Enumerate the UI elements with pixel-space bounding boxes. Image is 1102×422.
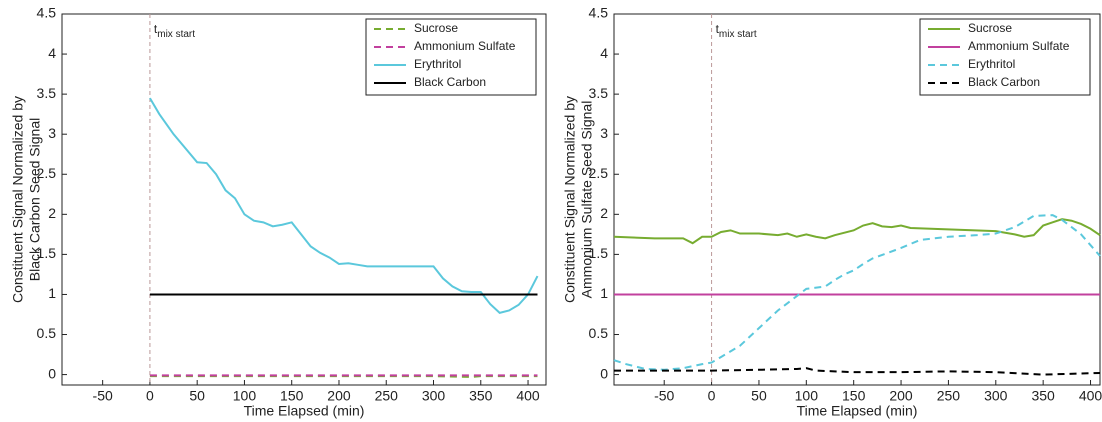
series-line — [149, 97, 539, 314]
x-tick-label: 0 — [708, 388, 716, 404]
x-tick-label: 150 — [842, 388, 866, 404]
x-tick-label: 200 — [889, 388, 913, 404]
legend-label: Sucrose — [968, 21, 1012, 35]
y-tick-label: 1.5 — [589, 245, 609, 261]
legend-box — [919, 18, 1091, 96]
y-tick-label: 3.5 — [37, 85, 57, 101]
x-tick-label: 150 — [280, 388, 304, 404]
y-tick-label: 0 — [600, 365, 608, 381]
y-axis-label: Ammonium Sulfate Seed Signal — [579, 101, 595, 299]
annotation-sub: mix start — [157, 29, 195, 40]
x-axis-label: Time Elapsed (min) — [797, 403, 918, 419]
y-axis-label: Black Carbon Seed Signal — [27, 118, 43, 281]
y-tick-label: 2 — [48, 205, 56, 221]
y-tick-label: 1.5 — [37, 245, 57, 261]
x-tick-label: 50 — [189, 388, 205, 404]
legend-label: Black Carbon — [968, 75, 1040, 89]
y-tick-label: 2.5 — [589, 165, 609, 181]
y-tick-label: 1 — [600, 285, 608, 301]
y-tick-label: 2.5 — [37, 165, 57, 181]
y-tick-label: 3 — [48, 125, 56, 141]
x-tick-label: -50 — [654, 388, 674, 404]
y-tick-label: 3 — [600, 125, 608, 141]
series-line — [614, 367, 1101, 376]
x-tick-label: 200 — [327, 388, 351, 404]
legend-label: Black Carbon — [414, 75, 486, 89]
y-axis-label: Constituent Signal Normalized by — [562, 96, 578, 303]
y-tick-label: 0 — [48, 365, 56, 381]
annotation-sub: mix start — [719, 29, 757, 40]
y-axis-label: Constituent Signal Normalized by — [10, 96, 26, 303]
x-tick-label: 350 — [469, 388, 493, 404]
legend-label: Ammonium Sulfate — [414, 39, 516, 53]
y-tick-label: 4 — [48, 45, 56, 61]
y-tick-label: 4 — [600, 45, 608, 61]
legend-label: Erythritol — [414, 57, 461, 71]
x-tick-label: 100 — [233, 388, 257, 404]
x-tick-label: -50 — [93, 388, 113, 404]
annotation-main: t — [154, 22, 158, 36]
x-tick-label: 250 — [375, 388, 399, 404]
y-tick-label: 4.5 — [589, 5, 609, 21]
legend-label: Erythritol — [968, 57, 1015, 71]
annotation-main: t — [716, 22, 720, 36]
x-tick-label: 300 — [422, 388, 446, 404]
series-line — [613, 218, 1101, 245]
legend-label: Ammonium Sulfate — [968, 39, 1070, 53]
series-line — [613, 214, 1101, 371]
legend-label: Sucrose — [414, 21, 458, 35]
annotation: tmix start — [716, 22, 757, 39]
x-axis-label: Time Elapsed (min) — [244, 403, 365, 419]
annotation: tmix start — [154, 22, 195, 39]
x-tick-label: 0 — [146, 388, 154, 404]
y-tick-label: 1 — [48, 285, 56, 301]
x-tick-label: 400 — [1079, 388, 1102, 404]
y-tick-label: 2 — [600, 205, 608, 221]
y-tick-label: 0.5 — [589, 325, 609, 341]
x-tick-label: 350 — [1031, 388, 1055, 404]
y-tick-label: 3.5 — [589, 85, 609, 101]
x-tick-label: 250 — [937, 388, 961, 404]
x-tick-label: 50 — [751, 388, 767, 404]
x-tick-label: 300 — [984, 388, 1008, 404]
y-tick-label: 4.5 — [37, 5, 57, 21]
x-tick-label: 100 — [795, 388, 819, 404]
x-tick-label: 400 — [516, 388, 540, 404]
y-tick-label: 0.5 — [37, 325, 57, 341]
